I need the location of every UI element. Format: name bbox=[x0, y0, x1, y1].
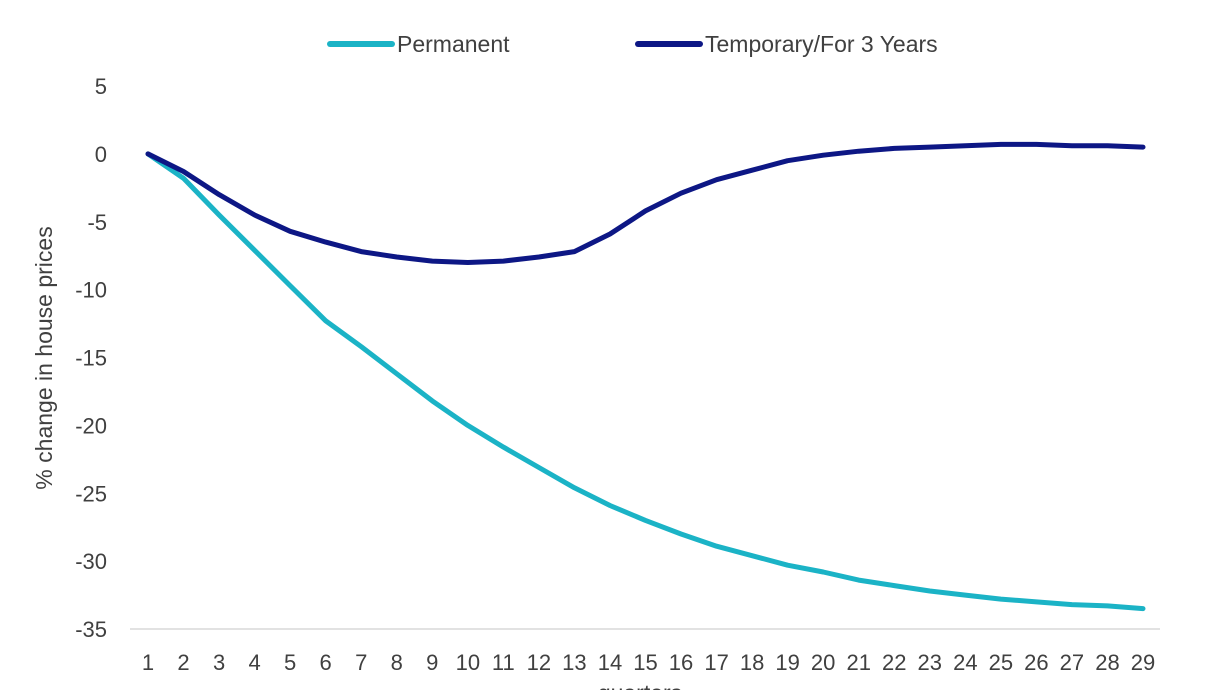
y-tick-label: -10 bbox=[75, 278, 107, 303]
x-tick-label: 26 bbox=[1024, 650, 1048, 675]
y-axis-tick-labels: 5 0 -5 -10 -15 -20 -25 -30 -35 bbox=[75, 74, 107, 642]
x-tick-label: 20 bbox=[811, 650, 835, 675]
legend-label-temporary: Temporary/For 3 Years bbox=[705, 31, 938, 57]
x-tick-label: 4 bbox=[248, 650, 260, 675]
x-tick-label: 3 bbox=[213, 650, 225, 675]
y-tick-label: 5 bbox=[95, 74, 107, 99]
x-tick-label: 22 bbox=[882, 650, 906, 675]
legend-label-permanent: Permanent bbox=[397, 31, 510, 57]
x-tick-label: 6 bbox=[320, 650, 332, 675]
y-tick-label: -25 bbox=[75, 481, 107, 506]
x-tick-label: 8 bbox=[391, 650, 403, 675]
x-tick-label: 16 bbox=[669, 650, 693, 675]
x-tick-label: 24 bbox=[953, 650, 977, 675]
x-tick-label: 11 bbox=[492, 650, 515, 675]
x-tick-label: 7 bbox=[355, 650, 367, 675]
y-tick-label: -20 bbox=[75, 413, 107, 438]
y-tick-label: -30 bbox=[75, 549, 107, 574]
x-tick-label: 17 bbox=[704, 650, 728, 675]
series-line-temporary bbox=[145, 141, 1146, 265]
x-tick-label: 2 bbox=[177, 650, 189, 675]
legend: Permanent Temporary/For 3 Years bbox=[327, 31, 938, 57]
series-line-permanent bbox=[145, 151, 1146, 612]
x-tick-label: 25 bbox=[989, 650, 1013, 675]
x-tick-label: 12 bbox=[527, 650, 551, 675]
y-tick-label: -15 bbox=[75, 346, 107, 371]
x-tick-label: 10 bbox=[456, 650, 480, 675]
y-axis-title: % change in house prices bbox=[31, 226, 57, 489]
y-tick-label: -35 bbox=[75, 617, 107, 642]
x-tick-label: 5 bbox=[284, 650, 296, 675]
x-axis-tick-labels: 1 2 3 4 5 6 7 8 9 10 11 12 13 14 15 16 17 18 19 20 21 22 23 24 2… bbox=[142, 650, 1155, 675]
series-layer bbox=[145, 141, 1146, 612]
x-tick-label: 9 bbox=[426, 650, 438, 675]
y-tick-label: -5 bbox=[87, 210, 107, 235]
x-tick-label: 1 bbox=[142, 650, 154, 675]
x-tick-label: 23 bbox=[918, 650, 942, 675]
x-tick-label: 21 bbox=[846, 650, 870, 675]
x-tick-label: 19 bbox=[775, 650, 799, 675]
x-tick-label: 18 bbox=[740, 650, 764, 675]
x-tick-label: 14 bbox=[598, 650, 622, 675]
x-tick-label: 27 bbox=[1060, 650, 1084, 675]
x-tick-label: 15 bbox=[633, 650, 657, 675]
x-tick-label: 29 bbox=[1131, 650, 1155, 675]
x-axis-title: quarters bbox=[598, 680, 682, 690]
y-tick-label: 0 bbox=[95, 142, 107, 167]
x-tick-label: 13 bbox=[562, 650, 586, 675]
x-tick-label: 28 bbox=[1095, 650, 1119, 675]
